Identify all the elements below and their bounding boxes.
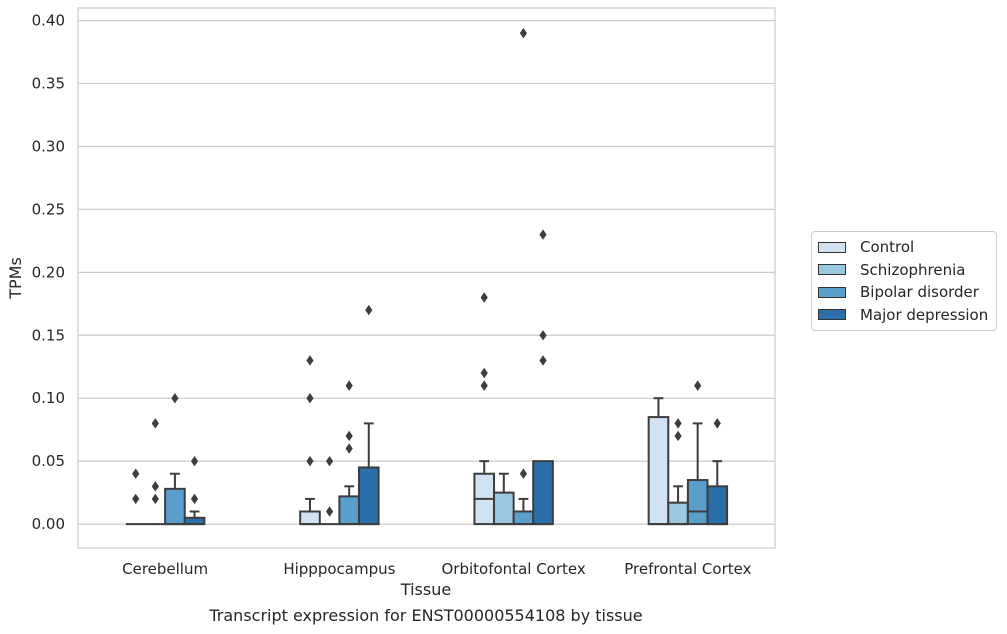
y-tick-label: 0.15	[32, 326, 65, 344]
y-tick-label: 0.10	[32, 389, 65, 407]
y-tick-label: 0.35	[32, 75, 65, 93]
outlier-point	[306, 355, 314, 366]
outlier-point	[151, 481, 159, 492]
box-group	[667, 418, 689, 526]
outlier-point	[539, 330, 547, 341]
outlier-point	[480, 380, 488, 391]
box	[686, 479, 709, 526]
legend-swatch	[818, 309, 846, 321]
outlier-point	[190, 455, 199, 467]
outlier-point	[674, 418, 682, 429]
box-group	[338, 380, 360, 526]
outlier-point	[694, 380, 702, 391]
legend-swatch	[818, 286, 846, 298]
x-tick-label: Cerebellum	[122, 560, 208, 578]
box	[164, 487, 186, 526]
figure-caption: Transcript expression for ENST0000055410…	[209, 606, 643, 625]
y-tick-labels: 0.00 0.05 0.10 0.15 0.20 0.25 0.30 0.35 0.40	[32, 12, 65, 533]
outlier-point	[306, 455, 314, 467]
grid-lines	[78, 19, 775, 525]
box-group	[164, 393, 186, 526]
outlier-point	[190, 493, 199, 505]
outlier-point	[674, 430, 682, 442]
legend-label: Schizophrenia	[860, 260, 966, 279]
box-group	[299, 355, 321, 526]
legend-label: Bipolar disorder	[860, 283, 979, 302]
legend-item: Bipolar disorder	[812, 281, 996, 304]
y-tick-label: 0.30	[32, 137, 65, 155]
y-tick-label: 0.40	[32, 12, 65, 30]
box-group	[532, 229, 554, 526]
box	[357, 466, 380, 526]
outlier-point	[345, 443, 353, 454]
outlier-point	[325, 455, 334, 467]
plot-frame	[77, 7, 776, 549]
outlier-point	[539, 355, 547, 366]
outlier-point	[480, 292, 488, 303]
box	[532, 460, 554, 526]
x-tick-labels: Cerebellum Hipppocampus Orbitofontal Corte…	[122, 560, 751, 578]
x-tick-label: Hipppocampus	[283, 560, 395, 578]
outlier-point	[365, 304, 373, 316]
legend-swatch	[818, 264, 846, 276]
box-group	[473, 292, 496, 526]
legend-label: Control	[860, 238, 915, 257]
box-group	[357, 304, 380, 526]
outlier-point	[132, 468, 140, 479]
outlier-point	[519, 468, 528, 479]
box-marks	[125, 27, 729, 526]
box-group	[319, 455, 340, 526]
box-group	[686, 380, 709, 526]
box-group	[493, 472, 515, 526]
outlier-point	[151, 493, 159, 505]
outlier-point	[171, 393, 179, 404]
box	[338, 495, 360, 526]
box	[706, 485, 729, 526]
y-tick-label: 0.00	[32, 515, 65, 533]
box	[299, 510, 321, 526]
legend-item: Schizophrenia	[812, 259, 996, 282]
outlier-point	[519, 27, 528, 39]
legend-item: Control	[812, 236, 996, 259]
box-group	[125, 468, 146, 526]
outlier-point	[151, 418, 159, 429]
y-tick-label: 0.05	[32, 452, 65, 470]
y-tick-label: 0.20	[32, 263, 65, 281]
box-group	[647, 397, 670, 526]
y-axis-label: TPMs	[6, 257, 25, 300]
legend-item: Major depression	[812, 304, 996, 327]
box-group	[706, 418, 729, 526]
outlier-point	[345, 430, 353, 442]
y-tick-label: 0.25	[32, 200, 65, 218]
outlier-point	[132, 493, 140, 505]
box-group	[145, 418, 166, 526]
outlier-point	[480, 367, 488, 379]
box	[667, 501, 689, 526]
legend-swatch	[818, 241, 846, 253]
box	[493, 491, 515, 526]
box	[512, 510, 535, 526]
box	[647, 416, 670, 526]
x-tick-label: Prefrontal Cortex	[624, 560, 751, 578]
box-group	[183, 455, 206, 526]
x-axis-label: Tissue	[400, 580, 451, 599]
outlier-point	[539, 229, 547, 240]
outlier-point	[713, 418, 721, 429]
legend: Control Schizophrenia Bipolar disorder Majo…	[811, 231, 997, 331]
box-group	[512, 27, 535, 526]
outlier-point	[325, 506, 334, 517]
x-tick-label: Orbitofontal Cortex	[442, 560, 586, 578]
legend-label: Major depression	[860, 305, 989, 324]
outlier-point	[345, 380, 353, 391]
outlier-point	[306, 393, 314, 404]
